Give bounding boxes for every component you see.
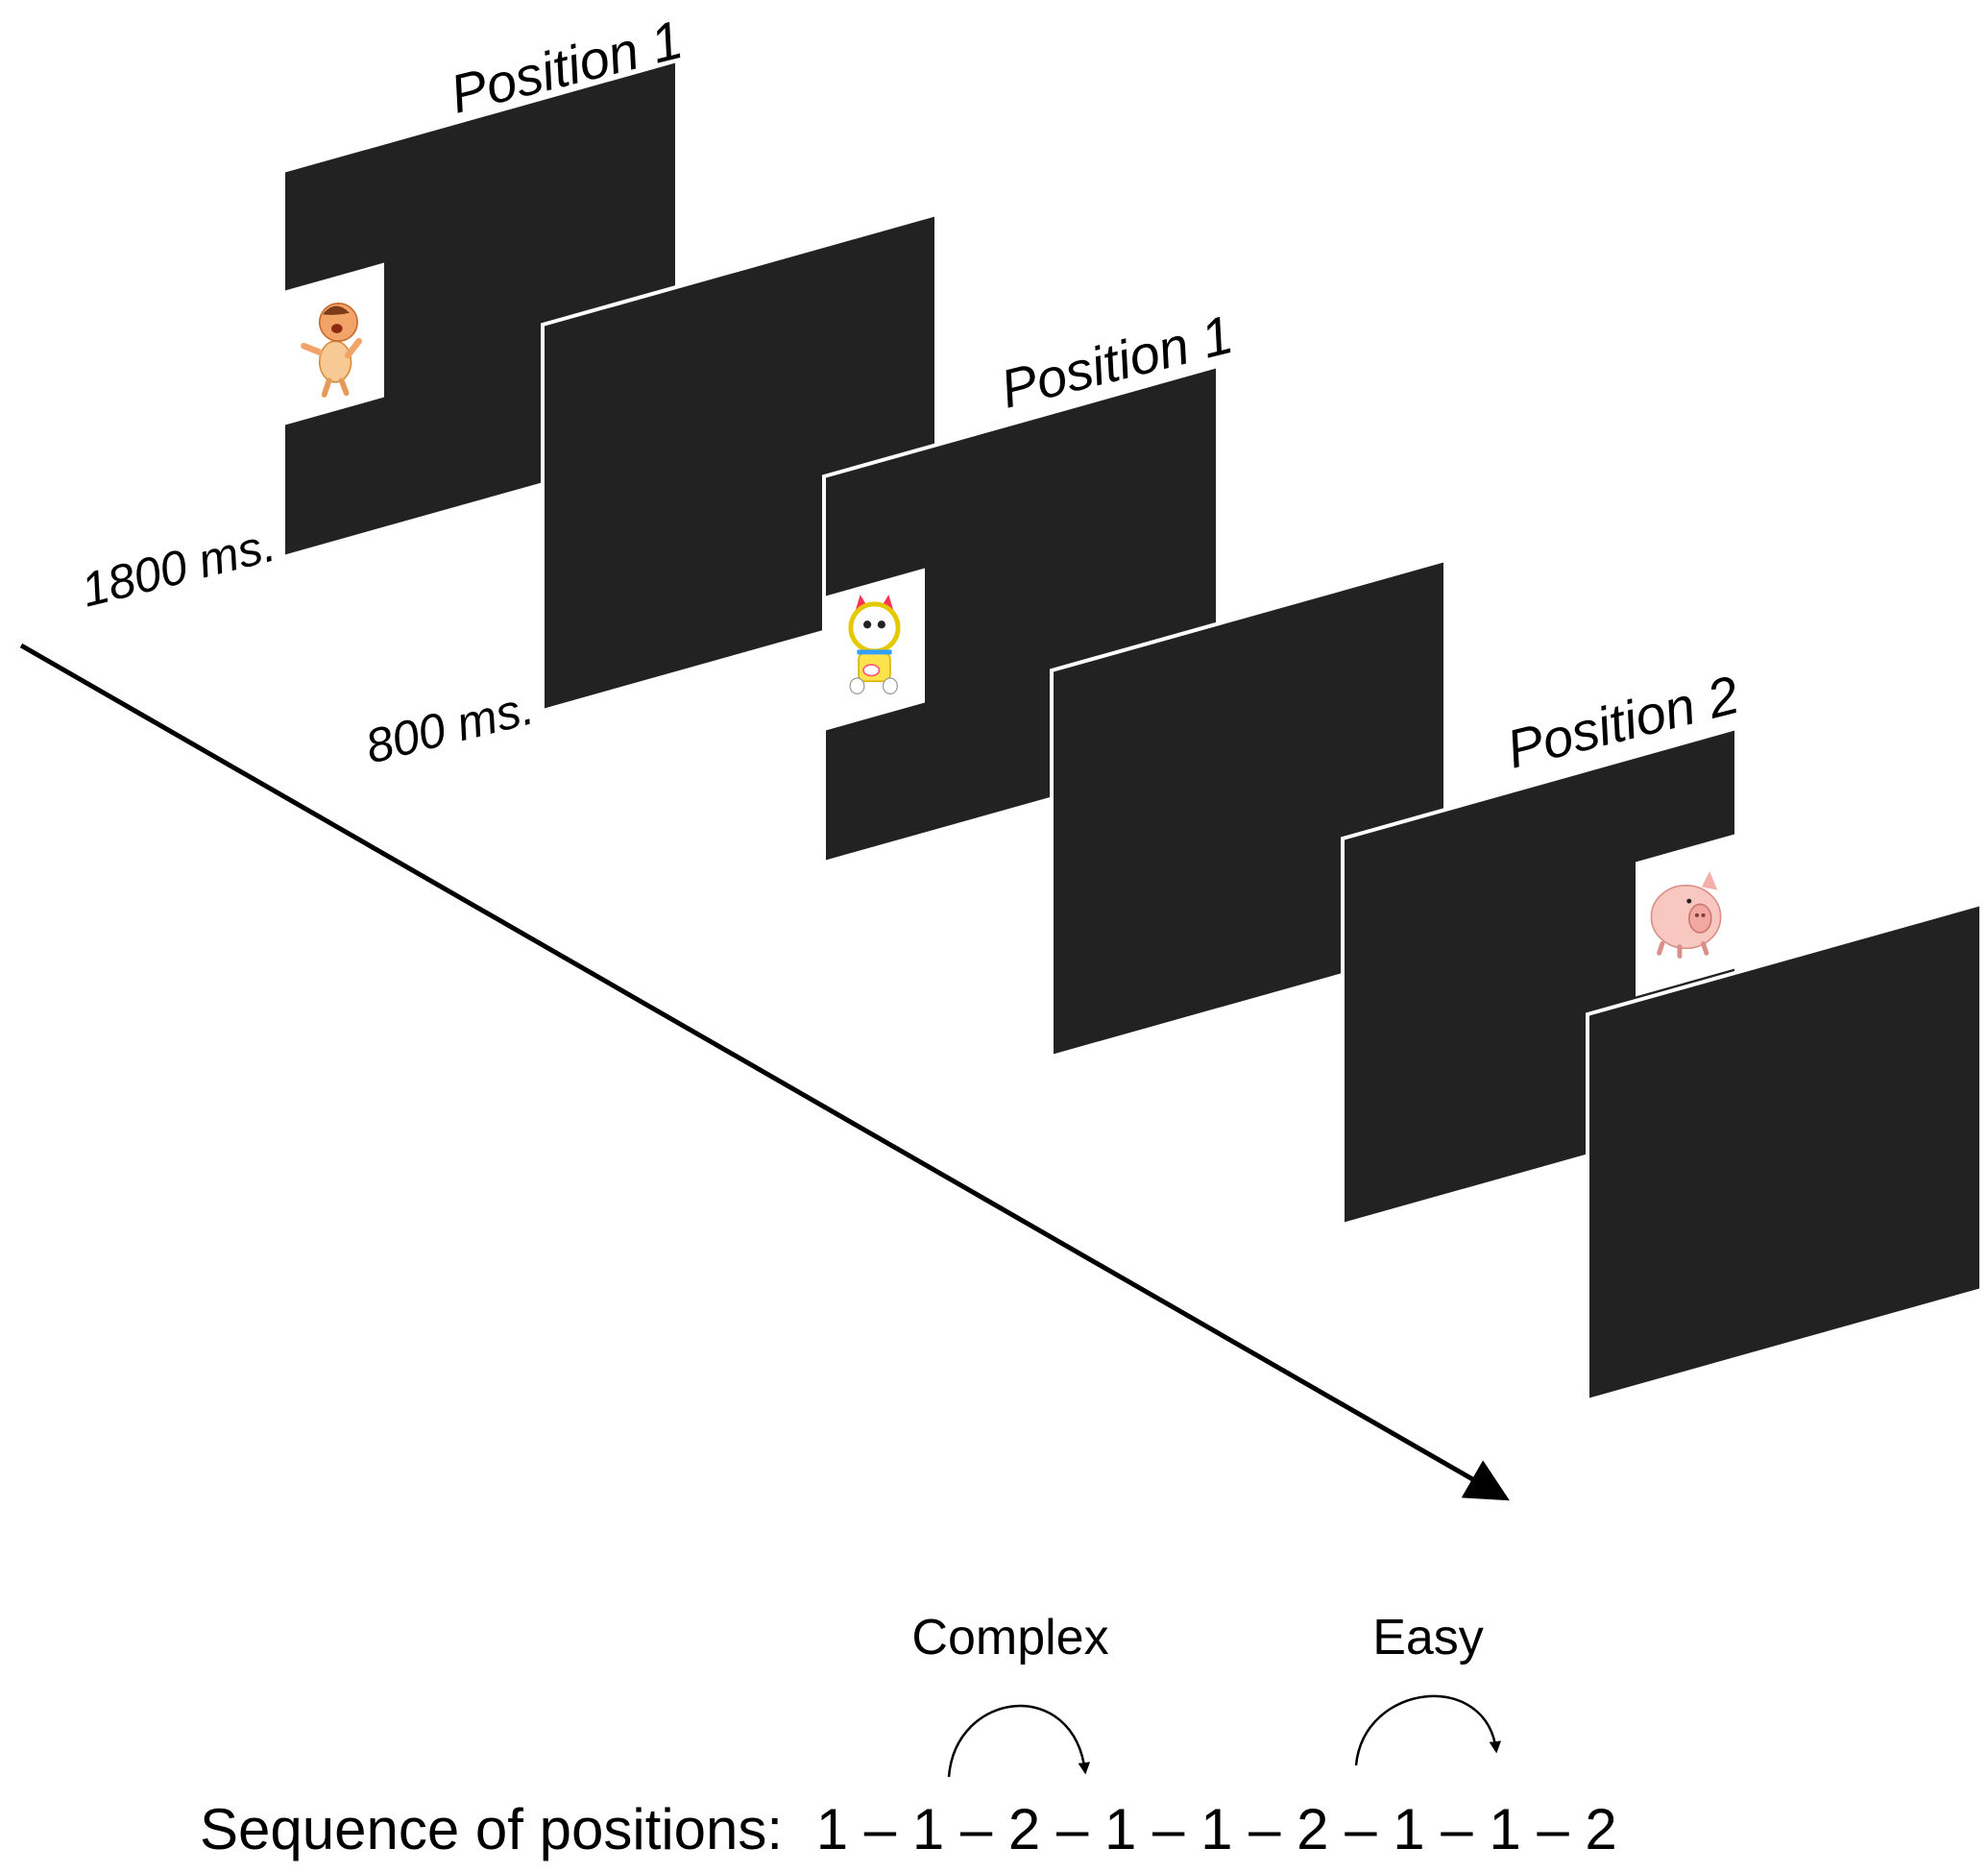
- sequence-values: 1 – 1 – 2 – 1 – 1 – 2 – 1 – 1 – 2: [816, 1797, 1617, 1861]
- blank-duration-label: 800 ms.: [360, 680, 539, 773]
- screen-surface: [1586, 901, 1983, 1403]
- pig-cartoon-icon: [1650, 871, 1722, 960]
- blank-screen-6: [1586, 901, 1983, 1403]
- boy-cartoon-icon: [301, 303, 363, 398]
- sequence-of-positions: Sequence of positions: 1 – 1 – 2 – 1 – 1…: [200, 1797, 1617, 1861]
- complex-transition-arc: [947, 1705, 1091, 1778]
- cat-robot-cartoon-icon: [848, 595, 901, 695]
- timeline-arrow: [19, 643, 1510, 1501]
- complex-transition-label: Complex: [911, 1610, 1108, 1665]
- easy-transition-label: Easy: [1372, 1610, 1484, 1665]
- easy-transition-arc: [1354, 1694, 1502, 1766]
- sequence-prefix: Sequence of positions:: [200, 1797, 783, 1861]
- stimulus-duration-label: 1800 ms.: [76, 518, 280, 618]
